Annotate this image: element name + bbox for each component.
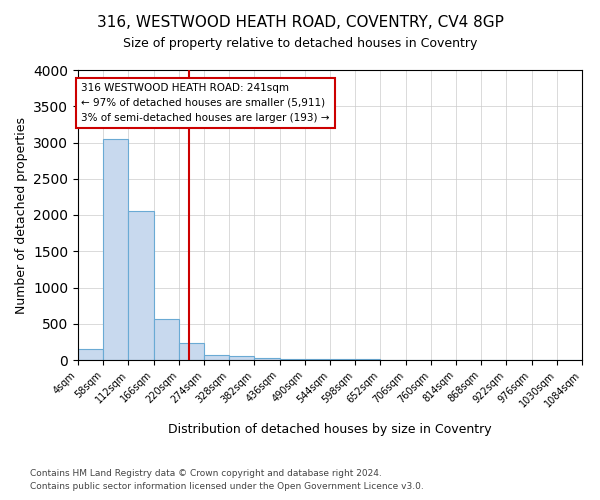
Text: 316 WESTWOOD HEATH ROAD: 241sqm
← 97% of detached houses are smaller (5,911)
3% : 316 WESTWOOD HEATH ROAD: 241sqm ← 97% of…	[81, 83, 329, 122]
Bar	[154, 320, 179, 360]
Bar	[254, 358, 280, 360]
Bar	[229, 356, 254, 360]
Bar	[103, 139, 128, 360]
Text: 316, WESTWOOD HEATH ROAD, COVENTRY, CV4 8GP: 316, WESTWOOD HEATH ROAD, COVENTRY, CV4 …	[97, 15, 503, 30]
Y-axis label: Number of detached properties: Number of detached properties	[14, 116, 28, 314]
Bar	[305, 359, 330, 360]
Text: Contains HM Land Registry data © Crown copyright and database right 2024.: Contains HM Land Registry data © Crown c…	[30, 468, 382, 477]
Text: Distribution of detached houses by size in Coventry: Distribution of detached houses by size …	[168, 422, 492, 436]
Text: Size of property relative to detached houses in Coventry: Size of property relative to detached ho…	[123, 38, 477, 51]
Bar	[78, 349, 103, 360]
Bar	[179, 344, 204, 360]
Bar	[128, 210, 154, 360]
Text: Contains public sector information licensed under the Open Government Licence v3: Contains public sector information licen…	[30, 482, 424, 491]
Bar	[204, 354, 229, 360]
Bar	[280, 358, 305, 360]
